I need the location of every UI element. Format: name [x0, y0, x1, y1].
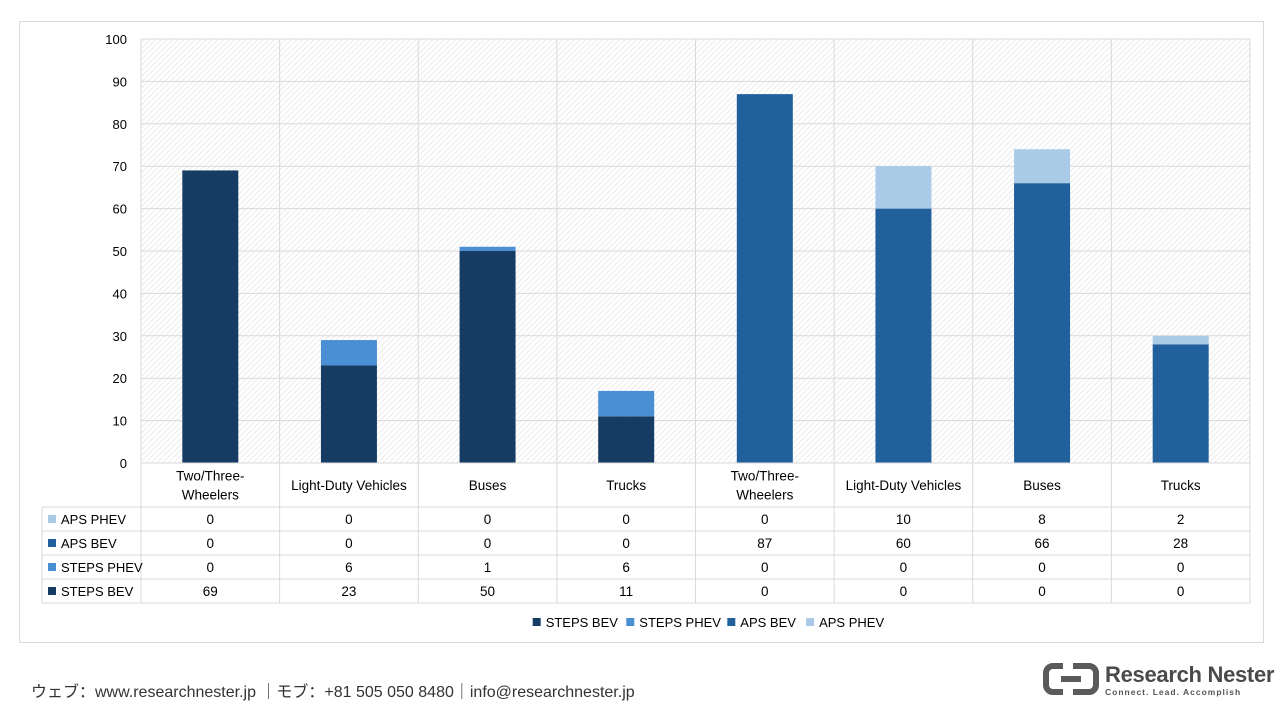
y-tick-label: 80	[113, 117, 127, 132]
legend-key	[727, 618, 736, 626]
legend-label: APS BEV	[740, 615, 796, 630]
table-cell-value: 0	[1177, 584, 1185, 599]
x-tick-label: Trucks	[1161, 478, 1201, 493]
table-cell-value: 2	[1177, 512, 1185, 527]
table-cell-value: 66	[1035, 536, 1050, 551]
bar-segment	[459, 251, 516, 463]
x-tick-label: Light-Duty Vehicles	[291, 478, 407, 493]
table-cell-value: 0	[622, 536, 630, 551]
table-cell-value: 6	[622, 560, 630, 575]
x-tick-label: Wheelers	[736, 488, 793, 503]
legend-label: STEPS BEV	[546, 615, 619, 630]
table-cell-value: 6	[345, 560, 353, 575]
table-cell-value: 28	[1173, 536, 1188, 551]
table-series-label: STEPS PHEV	[61, 560, 143, 575]
x-tick-label: Buses	[1023, 478, 1061, 493]
bar-segment	[736, 94, 793, 464]
table-cell-value: 69	[203, 584, 218, 599]
bar-segment	[1014, 183, 1071, 463]
table-cell-value: 0	[207, 536, 215, 551]
x-tick-label: Light-Duty Vehicles	[846, 478, 962, 493]
chart-frame: 0 10 20 30 40 50 60 70 80 90 100 Two/Three- Wheeler…	[19, 21, 1264, 643]
logo-name: Research Nester	[1105, 662, 1275, 687]
y-tick-label: 60	[113, 202, 127, 217]
bar-segment	[320, 365, 377, 463]
table-legend-key	[48, 563, 56, 571]
table-cell-value: 0	[207, 512, 215, 527]
table-cell-value: 0	[622, 512, 630, 527]
x-tick-label: Two/Three-	[176, 469, 244, 484]
x-tick-label: Buses	[469, 478, 507, 493]
y-tick-label: 20	[113, 371, 127, 386]
legend-key	[626, 618, 635, 626]
table-cell-value: 11	[619, 584, 633, 599]
table-cell-value: 0	[761, 560, 769, 575]
bar-segment	[875, 166, 932, 209]
bar-segment	[1152, 335, 1209, 345]
table-cell-value: 0	[345, 512, 353, 527]
table-cell-value: 87	[757, 536, 772, 551]
table-cell-value: 0	[900, 584, 908, 599]
y-tick-label: 0	[120, 456, 127, 471]
table-cell-value: 0	[1038, 584, 1046, 599]
bar-segment	[598, 416, 655, 463]
footer-contact: ウェブ：www.researchnester.jp ｜モブ：+81 505 05…	[31, 684, 635, 701]
table-legend-key	[48, 539, 56, 547]
bar-segment	[1152, 344, 1209, 463]
table-cell-value: 0	[345, 536, 353, 551]
y-tick-label: 70	[113, 159, 127, 174]
x-tick-label: Two/Three-	[731, 469, 799, 484]
table-cell-value: 1	[484, 560, 492, 575]
table-series-label: APS PHEV	[61, 512, 126, 527]
table-cell-value: 10	[896, 512, 911, 527]
y-tick-label: 30	[113, 329, 127, 344]
bar-segment	[1014, 149, 1071, 184]
y-tick-label: 10	[113, 414, 127, 429]
bar-segment	[598, 390, 655, 417]
table-cell-value: 8	[1038, 512, 1046, 527]
legend-label: APS PHEV	[819, 615, 884, 630]
bar-segment	[320, 340, 377, 366]
table-cell-value: 0	[761, 584, 769, 599]
table-legend-key	[48, 587, 56, 595]
legend-label: STEPS PHEV	[639, 615, 721, 630]
table-cell-value: 50	[480, 584, 495, 599]
y-tick-label: 40	[113, 286, 127, 301]
table-cell-value: 23	[341, 584, 356, 599]
table-cell-value: 0	[1038, 560, 1046, 575]
logo-mark-icon	[1043, 662, 1099, 696]
table-series-label: APS BEV	[61, 536, 117, 551]
bar-segment	[875, 208, 932, 463]
table-cell-value: 0	[1177, 560, 1185, 575]
logo-tagline: Connect. Lead. Accomplish	[1105, 687, 1242, 697]
table-series-label: STEPS BEV	[61, 584, 134, 599]
legend-key	[806, 618, 815, 626]
table-cell-value: 0	[900, 560, 908, 575]
research-nester-logo: Research Nester Connect. Lead. Accomplis…	[1043, 662, 1274, 700]
table-cell-value: 0	[484, 512, 492, 527]
table-cell-value: 60	[896, 536, 911, 551]
table-legend-key	[48, 515, 56, 523]
x-tick-label: Trucks	[606, 478, 646, 493]
y-tick-label: 90	[113, 74, 127, 89]
y-tick-label: 50	[113, 244, 127, 259]
table-cell-value: 0	[207, 560, 215, 575]
table-cell-value: 0	[484, 536, 492, 551]
bar-segment	[459, 246, 516, 251]
y-tick-label: 100	[105, 32, 127, 47]
bar-segment	[182, 170, 239, 463]
table-cell-value: 0	[761, 512, 769, 527]
x-tick-label: Wheelers	[182, 488, 239, 503]
legend-key	[532, 618, 541, 626]
